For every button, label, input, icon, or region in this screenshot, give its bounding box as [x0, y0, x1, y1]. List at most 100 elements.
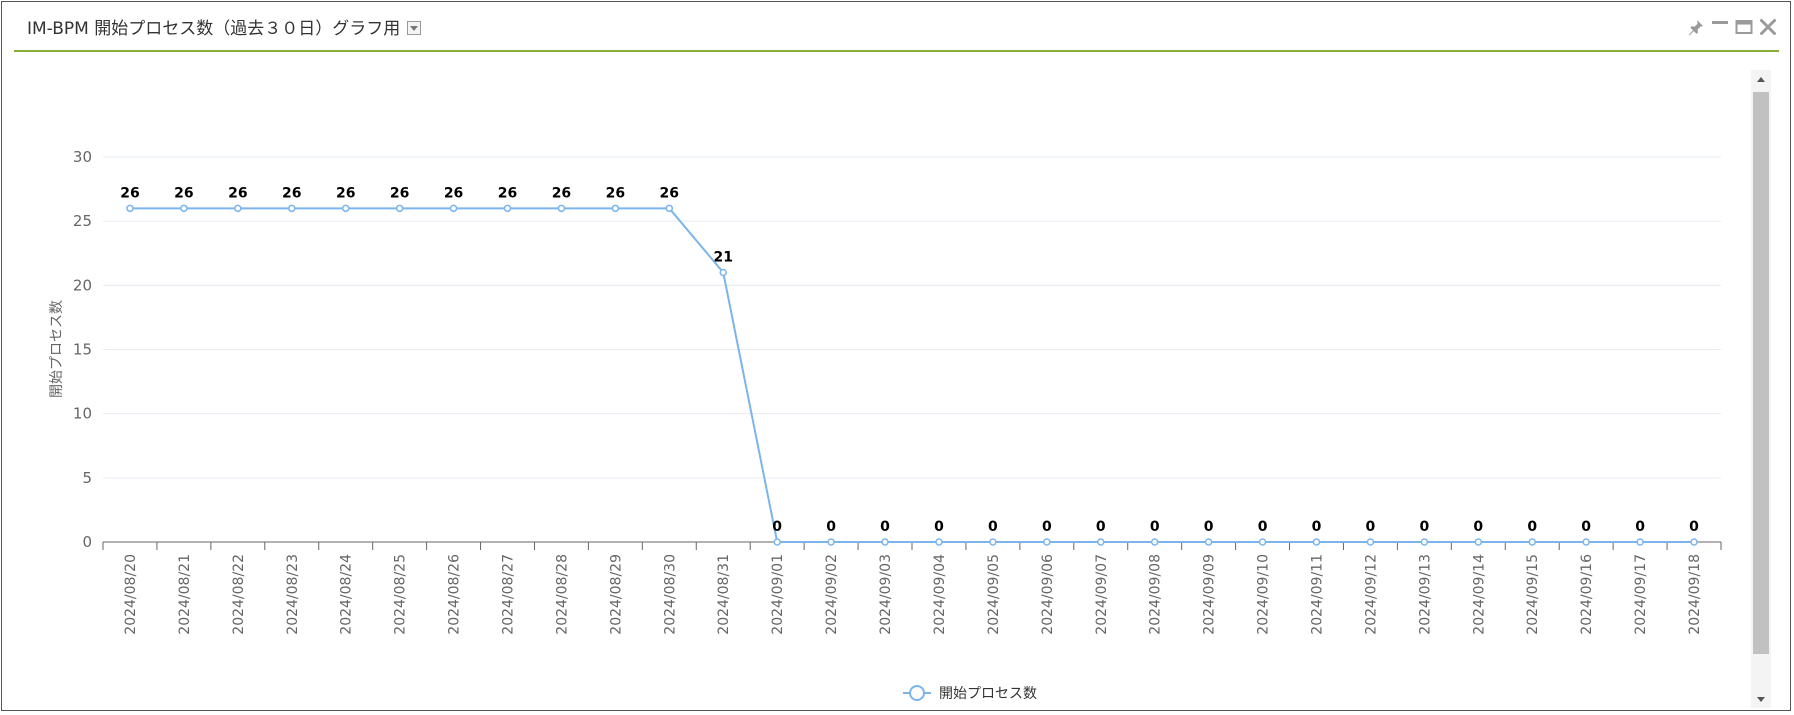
x-tick-label: 2024/08/29 — [608, 554, 624, 635]
x-tick-label: 2024/09/09 — [1202, 554, 1218, 635]
x-tick-label: 2024/09/15 — [1525, 554, 1541, 635]
data-label: 0 — [1689, 519, 1699, 535]
x-tick-label: 2024/09/11 — [1310, 554, 1326, 635]
data-label: 0 — [1258, 519, 1268, 535]
minimize-button[interactable] — [1709, 16, 1731, 38]
data-point[interactable] — [1097, 538, 1105, 546]
data-point[interactable] — [1366, 538, 1375, 546]
data-point[interactable] — [1204, 538, 1213, 546]
x-tick-label: 2024/09/14 — [1471, 554, 1487, 635]
data-label: 0 — [1150, 519, 1160, 535]
data-point[interactable] — [935, 538, 943, 546]
data-label: 0 — [1312, 519, 1322, 535]
data-label-layer: 26 26 26 26 26 26 26 26 26 26 26 21 0 0 0 0 0 0 0 0 0 0 0 0 0 0 0 0… — [120, 185, 1699, 535]
x-tick-label: 2024/09/10 — [1256, 554, 1272, 635]
series-line — [129, 207, 1695, 543]
x-tick-label: 2024/09/18 — [1687, 554, 1703, 635]
data-point[interactable] — [1420, 538, 1429, 546]
data-point[interactable] — [288, 204, 296, 213]
data-label: 0 — [988, 519, 998, 535]
data-point[interactable] — [719, 268, 727, 277]
x-tick-label: 2024/09/16 — [1579, 554, 1595, 635]
data-label: 0 — [1581, 519, 1591, 535]
data-label: 0 — [1419, 519, 1429, 535]
x-tick-label: 2024/08/30 — [662, 554, 678, 635]
data-point[interactable] — [1528, 538, 1536, 546]
data-label: 0 — [1204, 519, 1214, 535]
data-label: 26 — [174, 185, 193, 201]
scroll-down-arrow-icon[interactable] — [1751, 690, 1771, 708]
vertical-scrollbar[interactable] — [1751, 70, 1771, 708]
scroll-up-arrow-icon[interactable] — [1751, 70, 1771, 88]
data-label: 26 — [282, 185, 301, 201]
data-point[interactable] — [449, 204, 458, 213]
data-point[interactable] — [1582, 538, 1590, 546]
data-label: 0 — [1527, 519, 1537, 535]
data-point[interactable] — [234, 204, 242, 213]
data-point[interactable] — [1258, 538, 1267, 546]
data-point[interactable] — [1150, 538, 1159, 546]
data-label: 26 — [120, 185, 139, 201]
data-point[interactable] — [126, 204, 134, 213]
data-point[interactable] — [611, 204, 620, 213]
x-tick-label: 2024/08/23 — [285, 554, 301, 635]
data-point[interactable] — [1636, 538, 1644, 546]
portlet-title: IM-BPM 開始プロセス数（過去３０日）グラフ用 — [27, 19, 401, 39]
legend-label[interactable]: 開始プロセス数 — [939, 686, 1037, 702]
data-point[interactable] — [1690, 538, 1698, 546]
data-point[interactable] — [557, 204, 566, 213]
legend-marker-icon — [909, 685, 925, 701]
data-point[interactable] — [395, 204, 404, 213]
x-axis: 2024/08/20 2024/08/21 2024/08/22 2024/08/23… — [102, 541, 1722, 635]
x-tick-label: 2024/08/21 — [177, 554, 193, 635]
data-label: 0 — [1473, 519, 1483, 535]
scrollbar-thumb[interactable] — [1753, 92, 1769, 654]
data-point[interactable] — [1312, 538, 1321, 546]
data-label: 26 — [336, 185, 355, 201]
data-point[interactable] — [827, 538, 835, 546]
data-label: 0 — [826, 519, 836, 535]
x-tick-label: 2024/09/04 — [932, 554, 948, 635]
data-label: 21 — [713, 250, 732, 266]
x-tick-label: 2024/08/27 — [501, 554, 517, 635]
data-point[interactable] — [1043, 538, 1051, 546]
data-label: 26 — [552, 185, 571, 201]
x-tick-label: 2024/08/31 — [716, 554, 732, 635]
data-point[interactable] — [665, 204, 674, 213]
data-label: 26 — [606, 185, 625, 201]
y-tick-label: 30 — [73, 148, 92, 166]
data-label: 0 — [772, 519, 782, 535]
portlet-title-wrap: IM-BPM 開始プロセス数（過去３０日）グラフ用 — [27, 19, 422, 39]
x-tick-label: 2024/08/22 — [231, 554, 247, 635]
maximize-icon — [1735, 20, 1753, 34]
x-tick-label: 2024/09/17 — [1633, 554, 1649, 635]
x-tick-label: 2024/08/28 — [554, 554, 570, 635]
title-dropdown-icon[interactable] — [407, 21, 422, 35]
portlet-header: IM-BPM 開始プロセス数（過去３０日）グラフ用 — [14, 2, 1779, 52]
x-tick-label: 2024/09/06 — [1040, 554, 1056, 635]
maximize-button[interactable] — [1733, 16, 1755, 38]
y-tick-label: 5 — [82, 469, 92, 487]
data-point[interactable] — [881, 538, 889, 546]
data-point[interactable] — [503, 204, 512, 213]
x-tick-label: 2024/09/02 — [824, 554, 840, 635]
y-axis-title: 開始プロセス数 — [49, 300, 65, 398]
data-point[interactable] — [773, 538, 781, 546]
y-axis: 0 5 10 15 20 25 30 — [73, 148, 92, 551]
x-tick-label: 2024/08/20 — [123, 554, 139, 635]
legend[interactable]: 開始プロセス数 — [903, 685, 1037, 702]
pin-button[interactable] — [1685, 16, 1707, 38]
chart-grid — [103, 156, 1721, 479]
close-icon — [1760, 19, 1776, 35]
data-point[interactable] — [341, 204, 350, 213]
data-label: 26 — [498, 185, 517, 201]
y-tick-label: 20 — [73, 276, 92, 294]
data-point[interactable] — [989, 538, 997, 546]
data-label: 26 — [444, 185, 463, 201]
data-label: 26 — [390, 185, 409, 201]
data-point[interactable] — [1474, 538, 1483, 546]
close-button[interactable] — [1757, 16, 1779, 38]
data-point[interactable] — [180, 204, 188, 213]
data-label: 0 — [1635, 519, 1645, 535]
